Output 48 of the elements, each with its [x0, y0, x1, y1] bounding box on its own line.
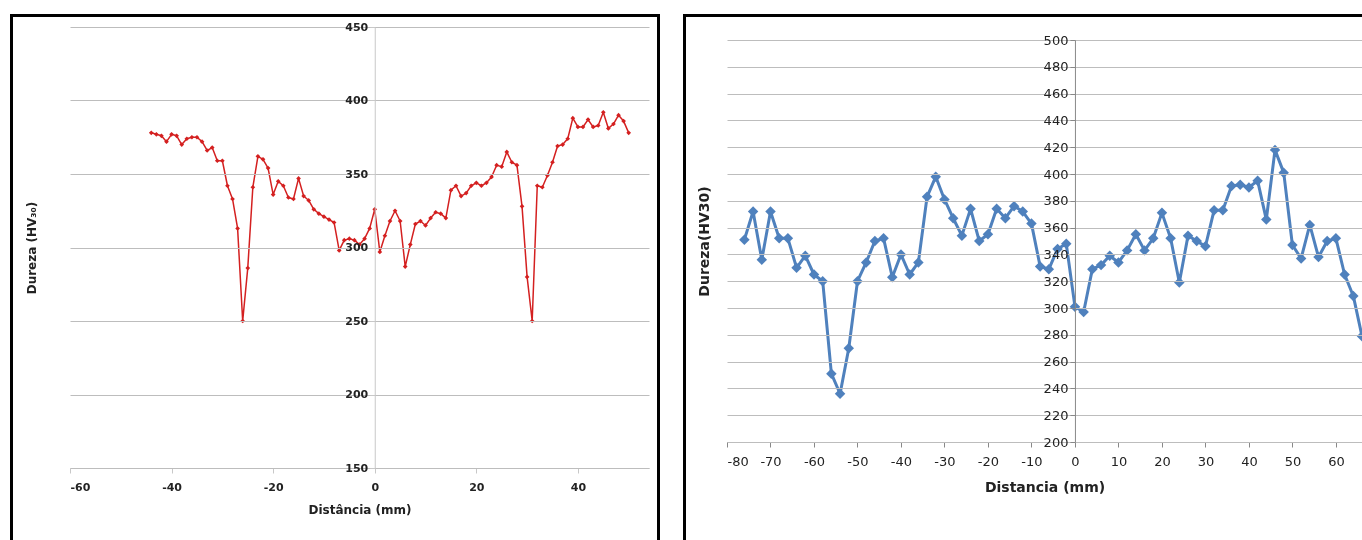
x-tick-label: 20 — [469, 480, 485, 494]
x-axis-title: Distância (mm) — [308, 502, 412, 517]
x-tick-label: -60 — [803, 453, 826, 469]
y-tick-label: 460 — [1043, 86, 1069, 102]
y-tick-label: 150 — [345, 461, 369, 475]
y-tick-label: 240 — [1043, 380, 1069, 396]
y-tick-label: 350 — [345, 167, 369, 181]
x-tick-label: -80 — [727, 453, 749, 469]
x-tick-label: -20 — [977, 453, 1000, 469]
y-axis-title: Dureza(HV30) — [695, 186, 712, 297]
y-tick-label: 400 — [1043, 166, 1069, 182]
y-tick-label: 200 — [1043, 434, 1069, 450]
y-tick-label: 500 — [1043, 32, 1069, 48]
y-tick-label: 420 — [1043, 139, 1069, 155]
y-tick-label: 250 — [345, 314, 369, 328]
y-tick-label: 480 — [1043, 59, 1069, 75]
x-tick-label: 0 — [371, 480, 380, 494]
y-tick-label: 340 — [1043, 246, 1069, 262]
x-axis-title: Distancia (mm) — [984, 478, 1106, 495]
y-tick-label: 450 — [345, 20, 369, 34]
y-tick-label: 400 — [345, 94, 369, 107]
x-tick-label: 40 — [1241, 453, 1258, 469]
y-tick-label: 220 — [1043, 407, 1069, 423]
x-tick-label: -40 — [162, 480, 183, 494]
x-tick-label: -20 — [263, 480, 284, 494]
y-tick-label: 300 — [345, 241, 369, 254]
x-tick-label: -60 — [70, 480, 91, 494]
y-tick-label: 200 — [345, 388, 369, 401]
x-tick-label: 30 — [1197, 453, 1215, 469]
y-tick-label: 440 — [1043, 112, 1069, 128]
x-tick-label: -40 — [890, 453, 913, 469]
x-tick-label: 10 — [1110, 453, 1128, 469]
y-tick-label: 280 — [1043, 327, 1069, 343]
x-tick-label: -70 — [760, 453, 782, 469]
x-tick-label: -50 — [847, 453, 869, 469]
x-tick-label: 60 — [1328, 453, 1345, 469]
x-tick-label: 0 — [1071, 453, 1080, 469]
x-tick-label: -10 — [1021, 453, 1043, 469]
y-tick-label: 300 — [1043, 300, 1069, 316]
y-tick-label: 360 — [1043, 220, 1069, 236]
y-tick-label: 260 — [1043, 354, 1069, 370]
x-tick-label: 50 — [1284, 453, 1302, 469]
y-tick-label: 380 — [1043, 193, 1069, 209]
x-tick-label: -30 — [934, 453, 956, 469]
y-axis-title: Dureza (HV₃₀) — [24, 201, 39, 295]
x-tick-label: 20 — [1154, 453, 1171, 469]
x-tick-label: 40 — [570, 480, 587, 494]
y-tick-label: 320 — [1043, 273, 1069, 289]
